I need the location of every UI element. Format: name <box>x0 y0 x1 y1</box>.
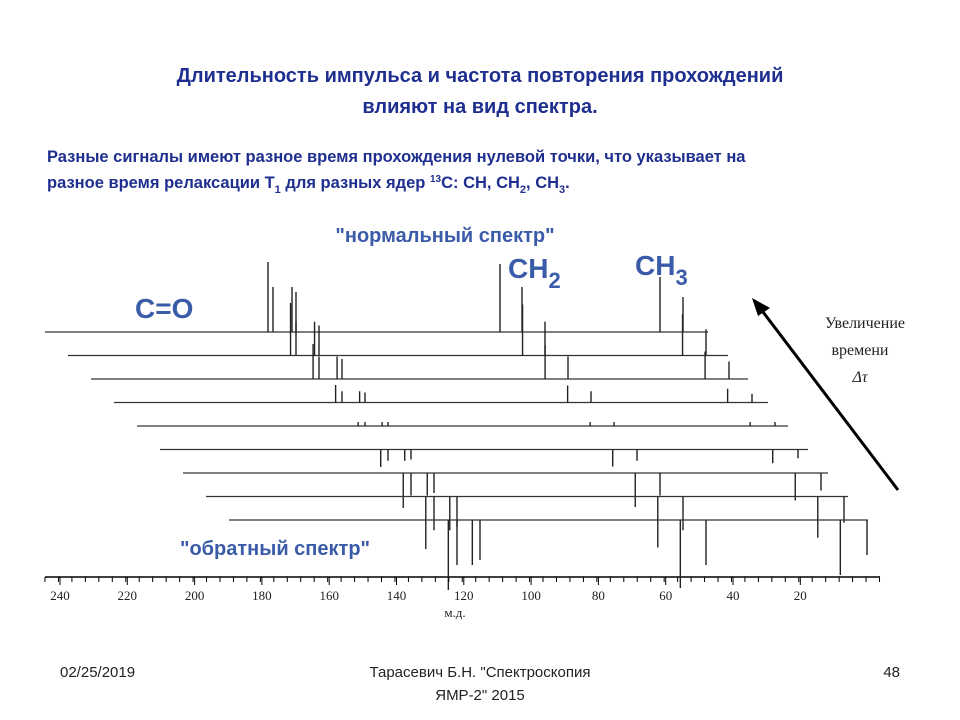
label: C=O <box>135 293 193 324</box>
axis-tick-label: 180 <box>252 588 272 603</box>
note: разное время релаксации T1 для разных яд… <box>47 174 570 196</box>
subscript: 3 <box>675 265 687 290</box>
label: CH2 <box>508 253 561 293</box>
date: 02/25/2019 <box>60 664 135 681</box>
axis-tick-label: 100 <box>521 588 541 603</box>
arrow-head <box>752 298 770 316</box>
arrow-label: Δτ <box>851 369 868 386</box>
subscript: 2 <box>548 268 560 293</box>
axis-unit: м.д. <box>444 605 465 620</box>
axis-tick-label: 200 <box>185 588 205 603</box>
label: "нормальный спектр" <box>335 225 554 247</box>
author: Тарасевич Б.Н. "Спектроскопия <box>370 664 591 681</box>
note-text: , CH <box>526 174 559 192</box>
page-number: 48 <box>883 664 900 681</box>
axis-tick-label: 240 <box>50 588 70 603</box>
note-text: С: CH, CH <box>441 174 520 192</box>
author: ЯМР-2" 2015 <box>435 687 525 704</box>
label: CH <box>508 253 548 284</box>
arrow-label: времени <box>831 342 888 359</box>
note-text: для разных ядер <box>281 174 430 192</box>
label: "обратный спектр" <box>180 538 370 560</box>
note-text: . <box>565 174 570 192</box>
note-text: разное время релаксации T <box>47 174 275 192</box>
axis-tick-label: 160 <box>319 588 339 603</box>
note-text: 3 <box>559 184 565 196</box>
arrow-label: Увеличение <box>825 315 905 332</box>
note-text: 2 <box>520 184 526 196</box>
axis-tick-label: 20 <box>794 588 807 603</box>
note-text: 13 <box>430 174 442 185</box>
axis-tick-label: 40 <box>727 588 740 603</box>
note-text: 1 <box>275 184 281 196</box>
label: CH <box>635 250 675 281</box>
label: CH3 <box>635 250 688 290</box>
axis-tick-label: 60 <box>659 588 672 603</box>
arrow <box>758 307 900 491</box>
axis-tick-label: 120 <box>454 588 474 603</box>
axis-tick-label: 80 <box>592 588 605 603</box>
title: влияют на вид спектра. <box>362 96 597 118</box>
axis-tick-label: 140 <box>387 588 407 603</box>
axis-tick-label: 220 <box>118 588 138 603</box>
note: Разные сигналы имеют разное время прохож… <box>47 148 746 166</box>
title: Длительность импульса и частота повторен… <box>177 65 784 87</box>
